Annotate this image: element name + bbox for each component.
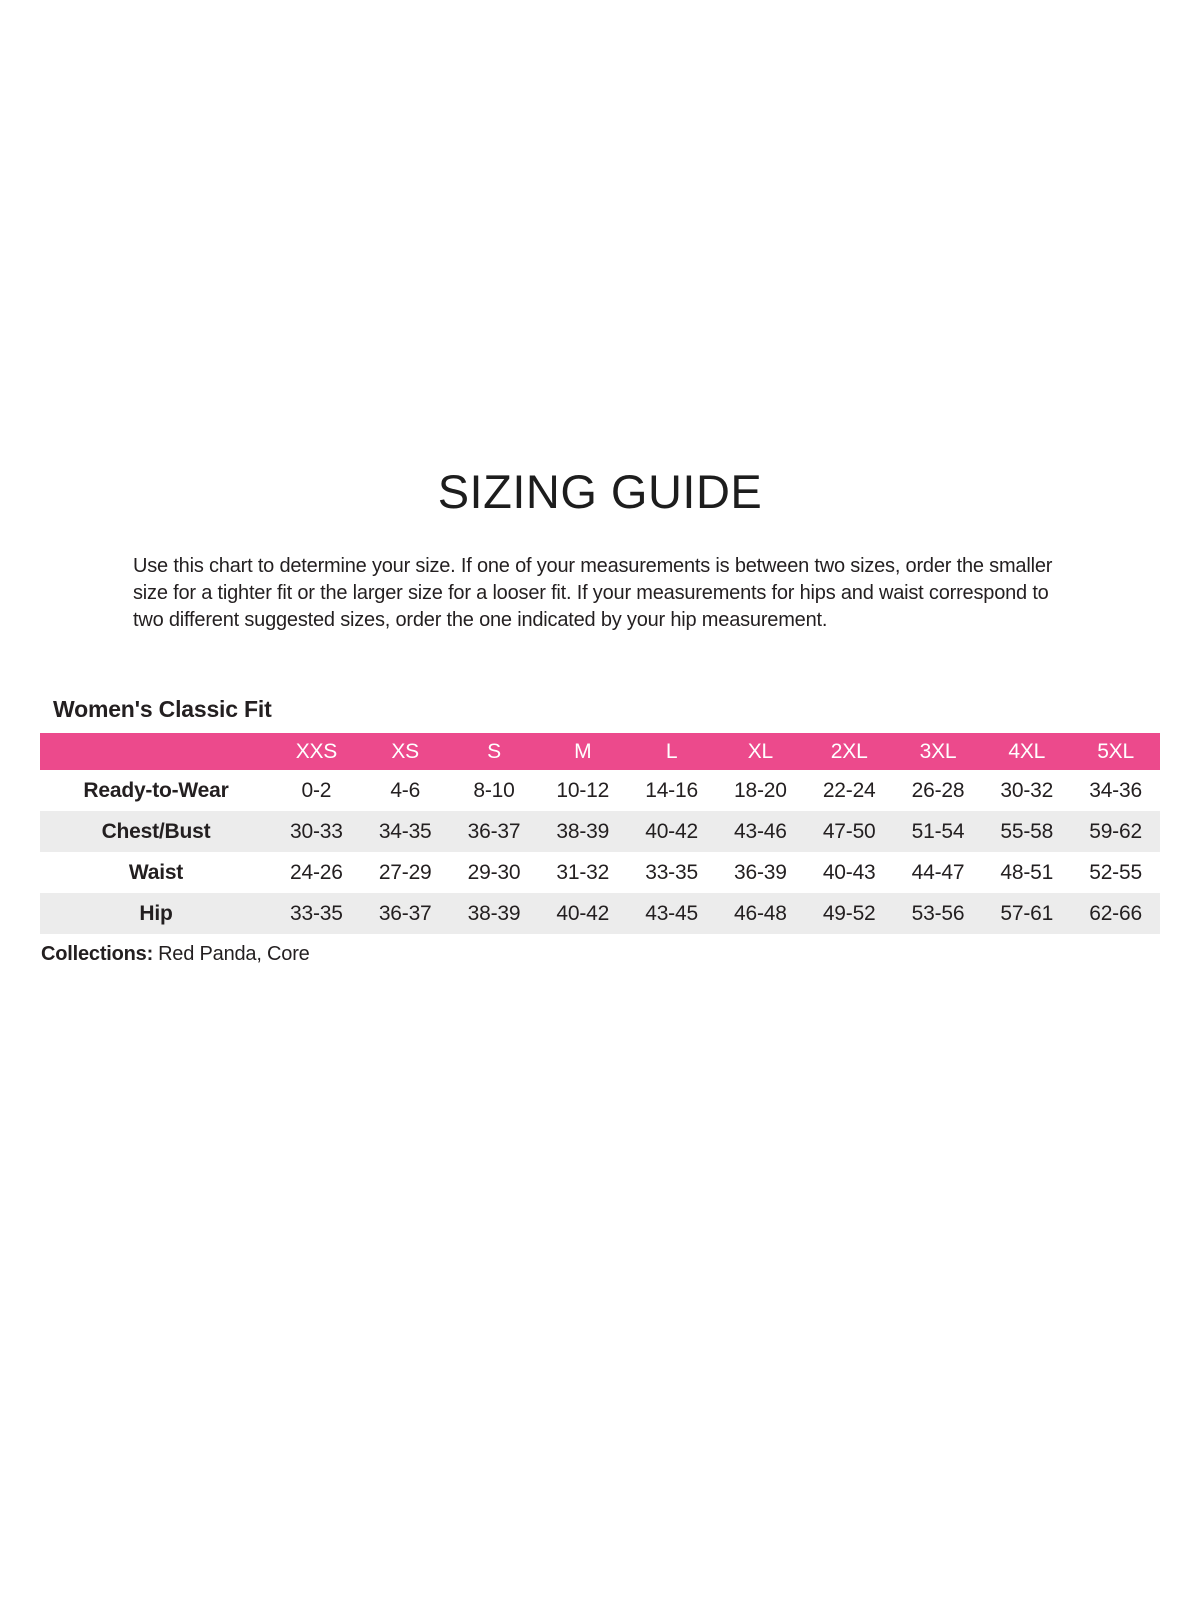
size-cell: 43-45 <box>645 901 698 925</box>
size-cell: 43-46 <box>734 819 787 843</box>
section-heading-womens-classic-fit: Women's Classic Fit <box>53 696 272 722</box>
size-cell: 27-29 <box>378 860 432 884</box>
size-column-header-4xl: 4XL <box>1008 739 1046 763</box>
size-cell: 49-52 <box>822 901 876 925</box>
size-cell: 36-39 <box>734 860 787 884</box>
size-cell: 52-55 <box>1089 860 1142 884</box>
size-cell: 53-56 <box>911 901 965 925</box>
size-column-header-l: L <box>665 739 678 763</box>
size-cell: 30-33 <box>290 819 343 843</box>
size-cell: 48-51 <box>1000 860 1054 884</box>
size-cell: 59-62 <box>1089 819 1142 843</box>
size-cell: 44-47 <box>911 860 965 884</box>
size-table-header-row: XXS XS S M L XL 2XL 3XL 4XL 5XL <box>40 733 1160 770</box>
size-column-header-3xl: 3XL <box>919 739 957 763</box>
size-cell: 34-36 <box>1089 778 1142 802</box>
collections-label: Collections: <box>41 943 154 965</box>
row-label: Waist <box>128 860 184 884</box>
size-cell: 51-54 <box>911 819 965 843</box>
row-label: Ready-to-Wear <box>83 778 229 802</box>
size-cell: 22-24 <box>822 778 876 802</box>
size-cell: 33-35 <box>290 901 343 925</box>
size-cell: 10-12 <box>556 778 610 802</box>
size-cell: 26-28 <box>911 778 965 802</box>
size-cell: 0-2 <box>301 778 332 802</box>
size-cell: 8-10 <box>473 778 515 802</box>
size-cell: 18-20 <box>734 778 787 802</box>
size-cell: 55-58 <box>1000 819 1054 843</box>
size-cell: 36-37 <box>378 901 432 925</box>
row-label: Chest/Bust <box>101 819 211 843</box>
size-cell: 30-32 <box>1000 778 1054 802</box>
size-cell: 40-42 <box>645 819 698 843</box>
size-cell: 29-30 <box>467 860 521 884</box>
table-row-hip: Hip 33-35 36-37 38-39 40-42 43-45 46-48 … <box>40 893 1160 934</box>
size-cell: 38-39 <box>556 819 610 843</box>
size-cell: 31-32 <box>556 860 610 884</box>
row-label: Hip <box>139 901 173 925</box>
table-row-chest-bust: Chest/Bust 30-33 34-35 36-37 38-39 40-42… <box>40 811 1160 852</box>
page-title: SIZING GUIDE <box>437 465 763 518</box>
size-cell: 36-37 <box>467 819 521 843</box>
size-cell: 40-43 <box>822 860 876 884</box>
size-column-header-s: S <box>487 739 501 763</box>
size-cell: 14-16 <box>645 778 698 802</box>
intro-line-2: size for a tighter fit or the larger siz… <box>133 582 1049 604</box>
size-cell: 47-50 <box>822 819 876 843</box>
size-column-header-m: M <box>574 739 592 763</box>
size-cell: 46-48 <box>734 901 787 925</box>
size-cell: 40-42 <box>556 901 610 925</box>
size-cell: 33-35 <box>645 860 698 884</box>
size-cell: 38-39 <box>467 901 521 925</box>
table-row-waist: Waist 24-26 27-29 29-30 31-32 33-35 36-3… <box>40 852 1160 893</box>
collections-value: Red Panda, Core <box>158 943 310 965</box>
size-cell: 24-26 <box>290 860 343 884</box>
collections-line: Collections: Red Panda, Core <box>41 943 1200 966</box>
size-table: XXS XS S M L XL 2XL 3XL 4XL 5XL Ready-to… <box>40 733 1160 934</box>
size-column-header-xs: XS <box>391 739 419 763</box>
size-column-header-5xl: 5XL <box>1097 739 1134 763</box>
size-column-header-xl: XL <box>747 739 774 763</box>
size-cell: 4-6 <box>390 778 421 802</box>
size-column-header-xxs: XXS <box>295 739 338 763</box>
size-cell: 62-66 <box>1089 901 1142 925</box>
table-corner-cell <box>40 733 272 770</box>
table-row-ready-to-wear: Ready-to-Wear 0-2 4-6 8-10 10-12 14-16 1… <box>40 770 1160 811</box>
size-cell: 34-35 <box>378 819 432 843</box>
size-cell: 57-61 <box>1000 901 1054 925</box>
intro-paragraph: Use this chart to determine your size. I… <box>133 553 1200 634</box>
intro-line-1: Use this chart to determine your size. I… <box>133 555 1053 577</box>
intro-line-3: two different suggested sizes, order the… <box>133 609 828 631</box>
size-column-header-2xl: 2XL <box>830 739 868 763</box>
